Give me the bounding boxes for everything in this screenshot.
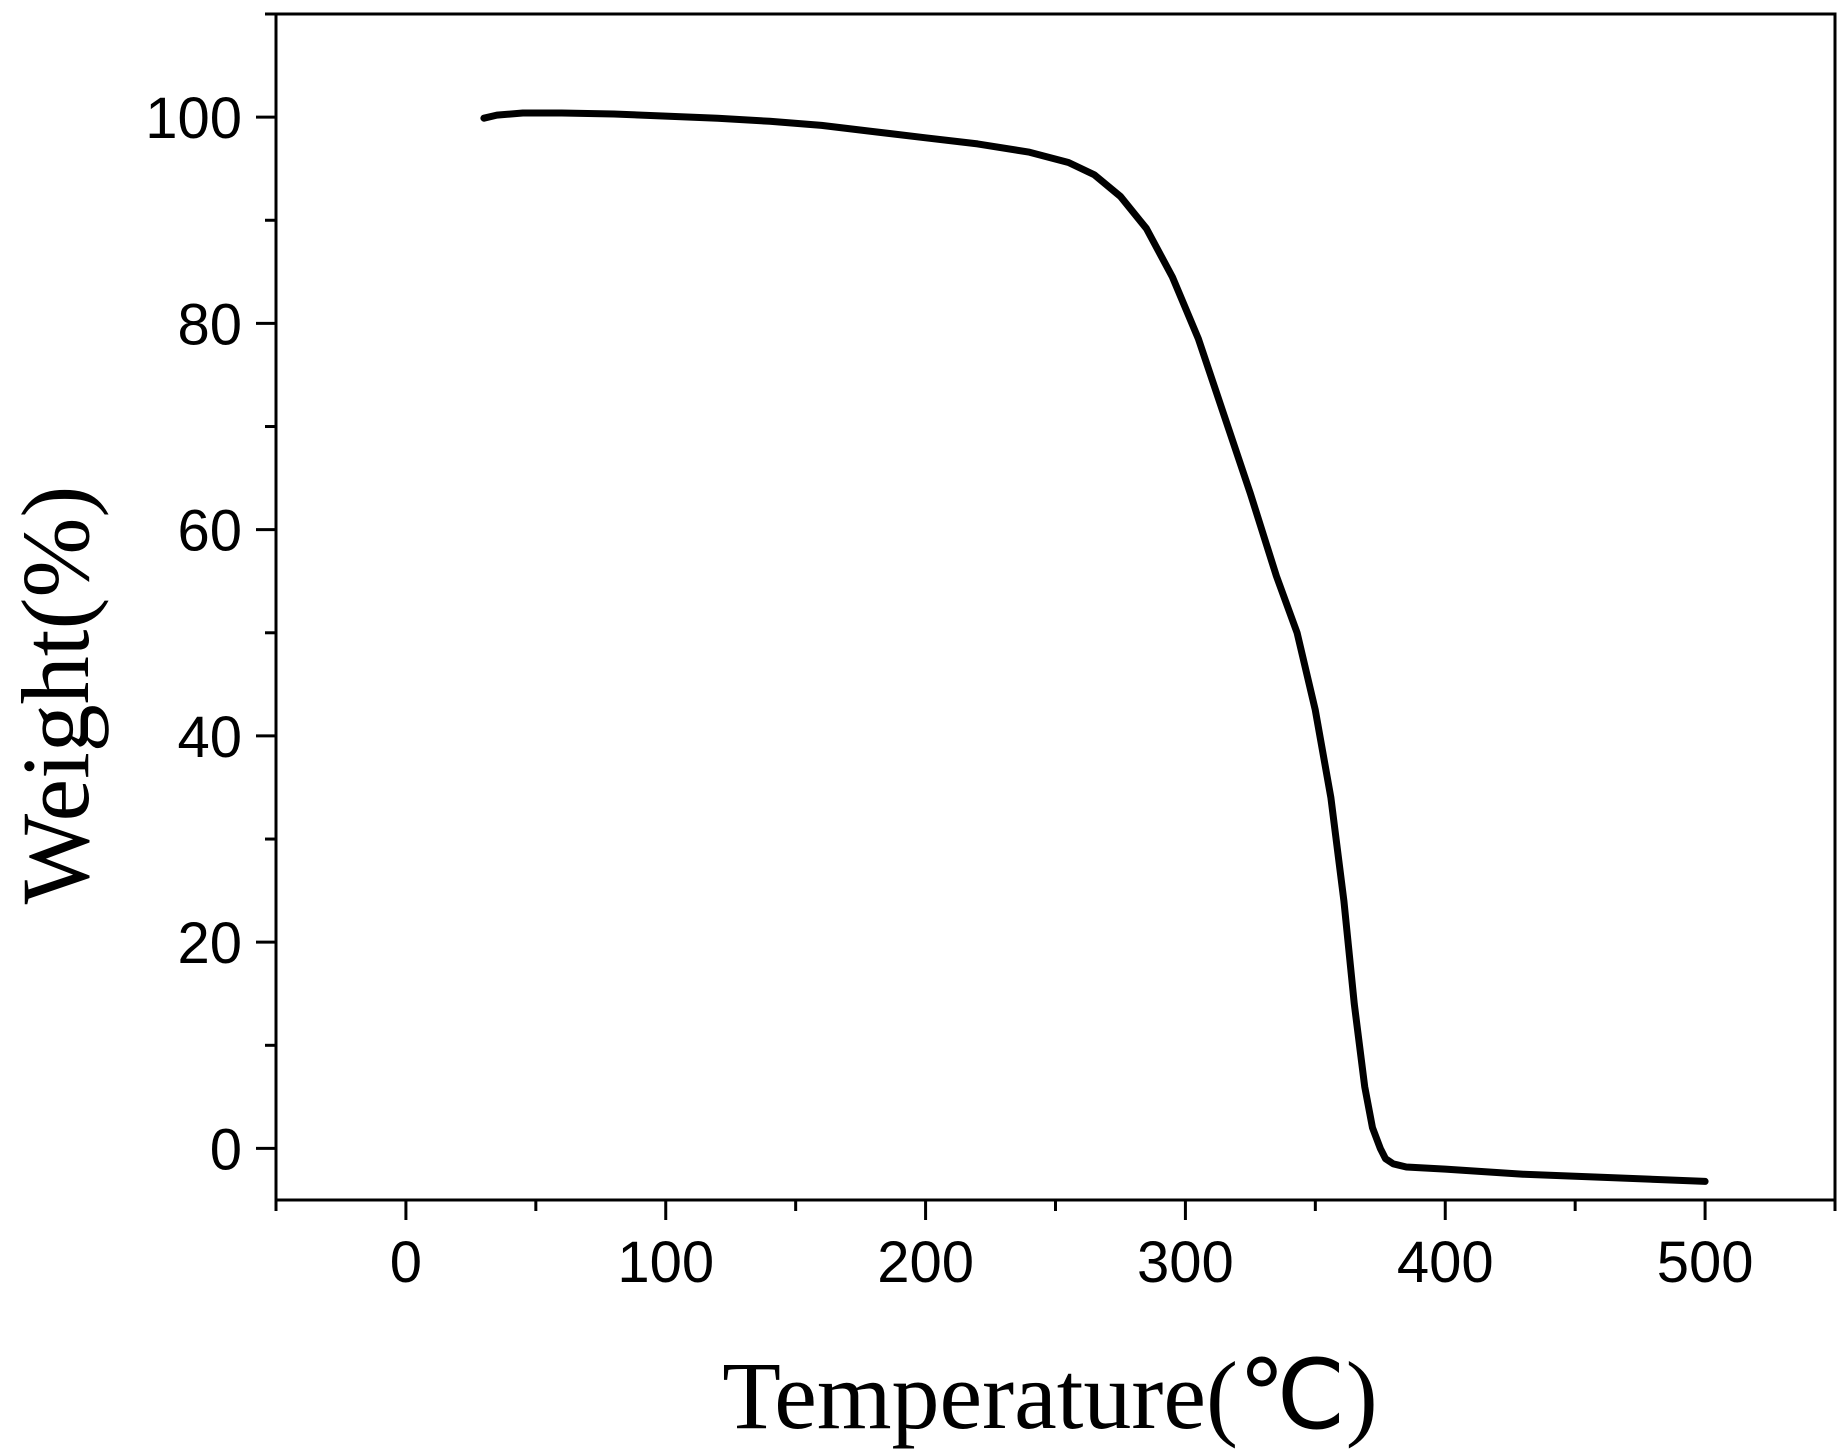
y-tick-label: 40 bbox=[177, 705, 242, 770]
tick-labels: 0 100 200 300 400 500 0 20 40 60 80 100 bbox=[145, 86, 1753, 1295]
y-tick-label: 60 bbox=[177, 499, 242, 564]
series-layer bbox=[480, 109, 1709, 1185]
minor-ticks bbox=[265, 12, 1837, 1211]
x-tick-label: 0 bbox=[390, 1230, 422, 1295]
y-tick-label: 0 bbox=[210, 1117, 242, 1182]
y-tick-label: 20 bbox=[177, 911, 242, 976]
plot-frame bbox=[274, 12, 1837, 1202]
y-axis-title: Weight(%) bbox=[2, 486, 109, 905]
y-tick-label: 80 bbox=[177, 292, 242, 357]
x-tick-label: 400 bbox=[1397, 1230, 1494, 1295]
weight-loss-curve bbox=[480, 109, 1709, 1185]
y-tick-label: 100 bbox=[145, 86, 242, 151]
x-tick-label: 300 bbox=[1137, 1230, 1234, 1295]
x-tick-label: 200 bbox=[877, 1230, 974, 1295]
x-tick-label: 100 bbox=[617, 1230, 714, 1295]
plot-border bbox=[274, 12, 1837, 1202]
major-ticks bbox=[256, 115, 1707, 1220]
x-axis-title: Temperature(℃) bbox=[722, 1342, 1377, 1449]
x-tick-label: 500 bbox=[1657, 1230, 1754, 1295]
